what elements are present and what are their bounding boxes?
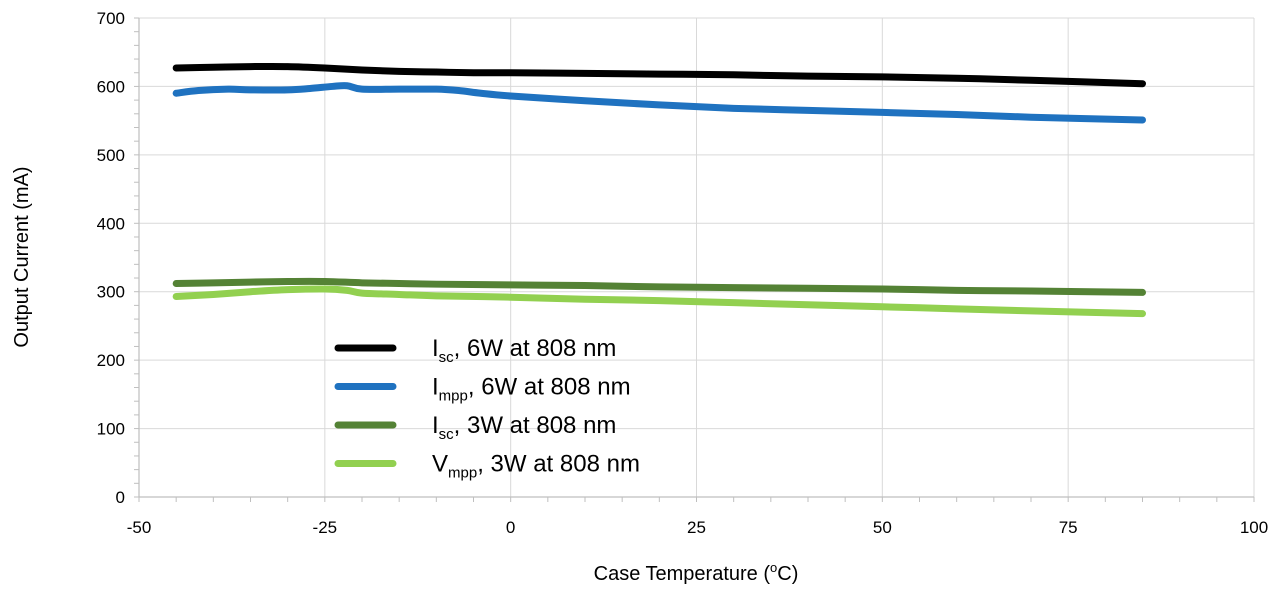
y-tick-label: 400 bbox=[97, 214, 125, 233]
legend-label-2: Impp, 6W at 808 nm bbox=[432, 374, 631, 405]
y-tick-labels: 0 100 200 300 400 500 600 700 bbox=[97, 9, 125, 507]
x-axis-title-main: Case Temperature ( bbox=[594, 563, 771, 585]
x-axis-title: Case Temperature (oC) bbox=[594, 560, 799, 585]
series-line-4 bbox=[172, 285, 1146, 318]
y-tick-label: 500 bbox=[97, 146, 125, 165]
y-tick-label: 300 bbox=[97, 283, 125, 302]
series-line-3 bbox=[172, 277, 1146, 296]
series-line-1 bbox=[172, 62, 1146, 88]
series-line-2 bbox=[172, 82, 1146, 124]
y-axis-title: Output Current (mA) bbox=[11, 166, 33, 347]
legend-label-3: Isc, 3W at 808 nm bbox=[432, 412, 616, 443]
y-tick-label: 0 bbox=[116, 488, 125, 507]
axes bbox=[134, 17, 1255, 502]
x-tick-label: -50 bbox=[127, 518, 152, 537]
x-axis-title-end: C) bbox=[777, 563, 798, 585]
x-tick-label: -25 bbox=[313, 518, 338, 537]
x-axis-title-sup: o bbox=[770, 560, 777, 575]
x-tick-label: 75 bbox=[1059, 518, 1078, 537]
x-tick-label: 0 bbox=[506, 518, 515, 537]
legend-label-4: Vmpp, 3W at 808 nm bbox=[432, 451, 640, 482]
y-tick-label: 700 bbox=[97, 9, 125, 28]
y-tick-label: 600 bbox=[97, 77, 125, 96]
series-lines bbox=[172, 62, 1146, 318]
x-tick-label: 100 bbox=[1240, 518, 1268, 537]
y-tick-label: 200 bbox=[97, 351, 125, 370]
x-tick-labels: -50 -25 0 25 50 75 100 bbox=[127, 518, 1268, 537]
x-tick-label: 25 bbox=[687, 518, 706, 537]
x-tick-label: 50 bbox=[873, 518, 892, 537]
legend: Isc, 6W at 808 nm Impp, 6W at 808 nm Isc, … bbox=[334, 335, 640, 482]
legend-label-1: Isc, 6W at 808 nm bbox=[432, 335, 616, 366]
y-tick-label: 100 bbox=[97, 420, 125, 439]
